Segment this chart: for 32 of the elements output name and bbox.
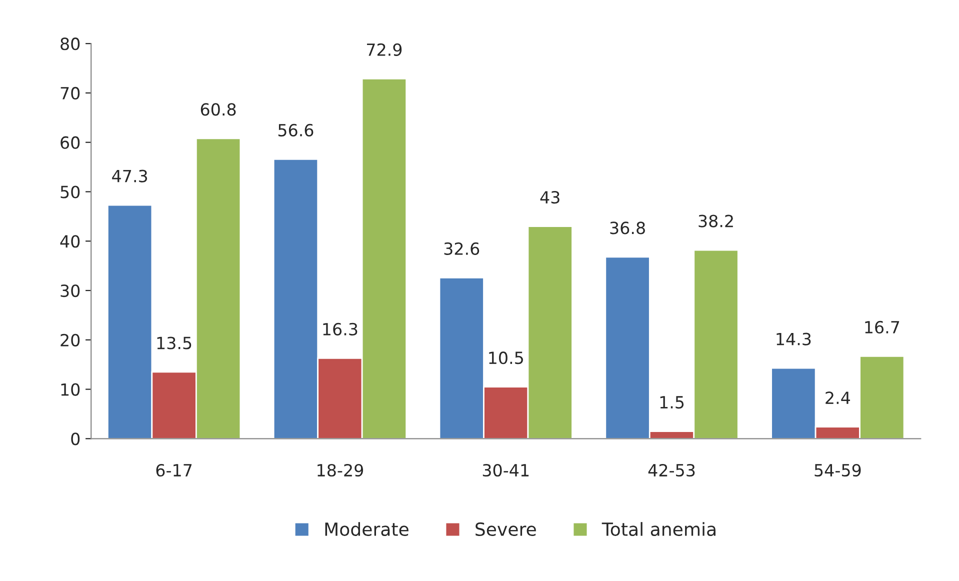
- x-tick-label: 6-17: [156, 464, 192, 477]
- data-label: 36.8: [610, 222, 645, 234]
- y-tick-label: 50: [60, 186, 80, 198]
- data-label: 32.6: [444, 242, 480, 255]
- data-label: 47.3: [112, 170, 148, 182]
- data-label: 56.6: [278, 124, 314, 136]
- x-tick-label: 18-29: [318, 464, 364, 477]
- data-label: 38.2: [698, 214, 733, 228]
- y-tick-label: 40: [60, 235, 80, 248]
- y-tick-label: 70: [60, 86, 80, 100]
- legend-label: Total anemia: [602, 522, 716, 536]
- data-label: 72.9: [367, 43, 402, 56]
- y-tick-label: 0: [71, 432, 80, 446]
- data-label: 14.3: [776, 332, 811, 346]
- data-label: 43: [540, 191, 560, 204]
- data-label: 10.5: [489, 352, 523, 364]
- legend-label: Severe: [476, 522, 536, 536]
- data-label: 13.5: [157, 336, 192, 350]
- x-tick-label: 54-59: [814, 464, 861, 477]
- data-label: 2.4: [826, 392, 850, 404]
- data-label: 60.8: [200, 103, 236, 116]
- x-tick-label: 42-53: [648, 464, 695, 477]
- y-tick-label: 60: [60, 136, 80, 149]
- data-label: 1.5: [660, 396, 684, 409]
- y-tick-label: 30: [60, 284, 80, 298]
- x-tick-label: 30-41: [482, 464, 529, 477]
- y-tick-label: 80: [60, 38, 80, 50]
- legend-label: Moderate: [325, 522, 408, 536]
- data-label: 16.7: [865, 320, 900, 334]
- y-tick-label: 10: [61, 383, 80, 396]
- data-label: 16.3: [323, 322, 358, 336]
- y-tick-label: 20: [60, 334, 80, 346]
